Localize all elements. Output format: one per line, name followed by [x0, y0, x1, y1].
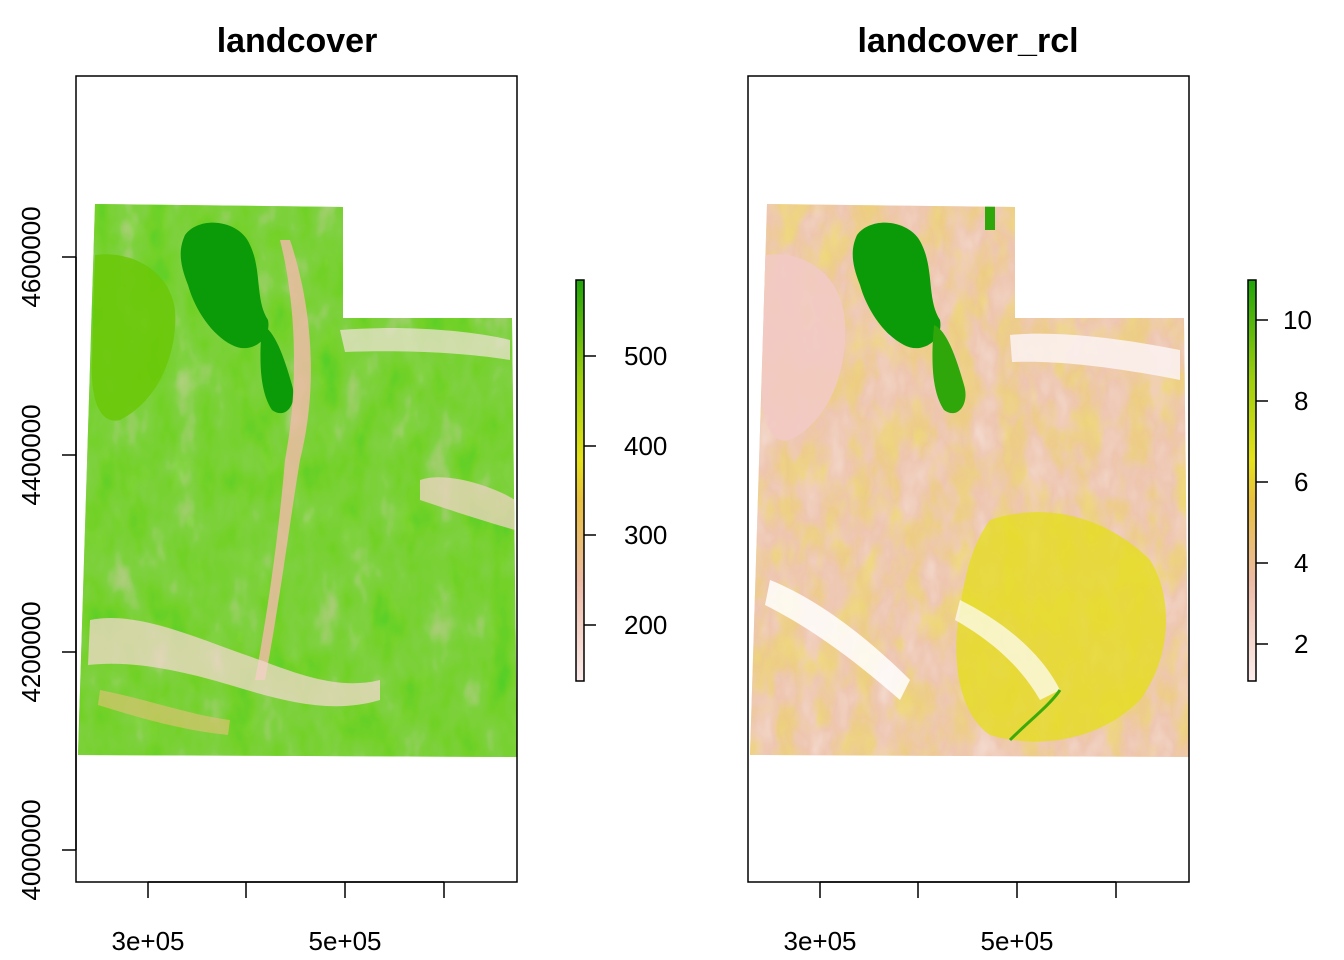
- legend-tick-label: 2: [1294, 629, 1308, 659]
- x-tick-label: 3e+05: [111, 926, 184, 956]
- x-tick-label: 5e+05: [308, 926, 381, 956]
- raster-image: [78, 204, 517, 757]
- legend-tick-label: 8: [1294, 386, 1308, 416]
- x-tick-label: 5e+05: [980, 926, 1053, 956]
- raster-image: [750, 204, 1189, 757]
- legend-color-bar: [575, 279, 585, 682]
- legend-tick-label: 10: [1283, 305, 1312, 335]
- y-tick-label: 4600000: [16, 206, 46, 307]
- color-legend: 2 4 6 8 10: [1247, 279, 1312, 682]
- legend-tick-label: 6: [1294, 467, 1308, 497]
- panel-title: landcover: [217, 22, 378, 60]
- y-tick-label: 4400000: [16, 404, 46, 505]
- legend-tick-label: 200: [624, 610, 667, 640]
- legend-tick-label: 500: [624, 341, 667, 371]
- legend-tick-label: 300: [624, 520, 667, 550]
- color-legend: 200 300 400 500: [575, 279, 667, 682]
- panel-landcover-rcl: landcover_rcl 3e+05: [747, 22, 1312, 956]
- x-axis: [147, 881, 445, 898]
- panel-title: landcover_rcl: [857, 22, 1078, 60]
- legend-tick-label: 400: [624, 431, 667, 461]
- legend-color-bar: [1247, 279, 1257, 682]
- x-axis: [819, 881, 1117, 898]
- y-tick-label: 4200000: [16, 601, 46, 702]
- panel-landcover: landcover 4000000 4200000: [16, 22, 667, 956]
- legend-tick-label: 4: [1294, 548, 1308, 578]
- y-axis: [62, 256, 77, 851]
- y-tick-label: 4000000: [16, 799, 46, 900]
- x-tick-label: 3e+05: [783, 926, 856, 956]
